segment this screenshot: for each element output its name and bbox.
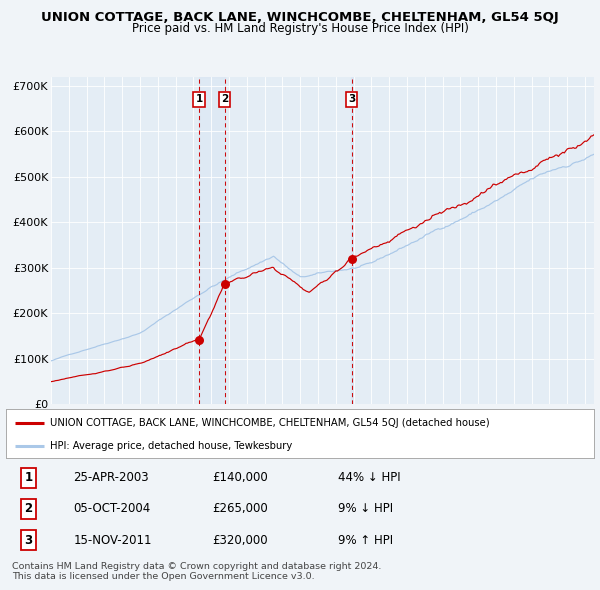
Text: 2: 2 [24,502,32,516]
Text: UNION COTTAGE, BACK LANE, WINCHCOMBE, CHELTENHAM, GL54 5QJ: UNION COTTAGE, BACK LANE, WINCHCOMBE, CH… [41,11,559,24]
Text: £320,000: £320,000 [212,533,268,546]
Text: 44% ↓ HPI: 44% ↓ HPI [338,471,401,484]
Bar [351,77,353,404]
Text: 1: 1 [196,94,203,104]
Bar [199,77,224,404]
Text: 15-NOV-2011: 15-NOV-2011 [74,533,152,546]
Text: Price paid vs. HM Land Registry's House Price Index (HPI): Price paid vs. HM Land Registry's House … [131,22,469,35]
Text: HPI: Average price, detached house, Tewkesbury: HPI: Average price, detached house, Tewk… [50,441,292,451]
Text: Contains HM Land Registry data © Crown copyright and database right 2024.
This d: Contains HM Land Registry data © Crown c… [12,562,382,581]
Text: £140,000: £140,000 [212,471,268,484]
Text: 2: 2 [221,94,228,104]
Text: 05-OCT-2004: 05-OCT-2004 [74,502,151,516]
Text: 1: 1 [24,471,32,484]
Text: 25-APR-2003: 25-APR-2003 [74,471,149,484]
Text: £265,000: £265,000 [212,502,268,516]
Text: 3: 3 [24,533,32,546]
Text: 9% ↑ HPI: 9% ↑ HPI [338,533,394,546]
Text: 3: 3 [348,94,355,104]
Text: 9% ↓ HPI: 9% ↓ HPI [338,502,394,516]
Text: UNION COTTAGE, BACK LANE, WINCHCOMBE, CHELTENHAM, GL54 5QJ (detached house): UNION COTTAGE, BACK LANE, WINCHCOMBE, CH… [50,418,490,428]
